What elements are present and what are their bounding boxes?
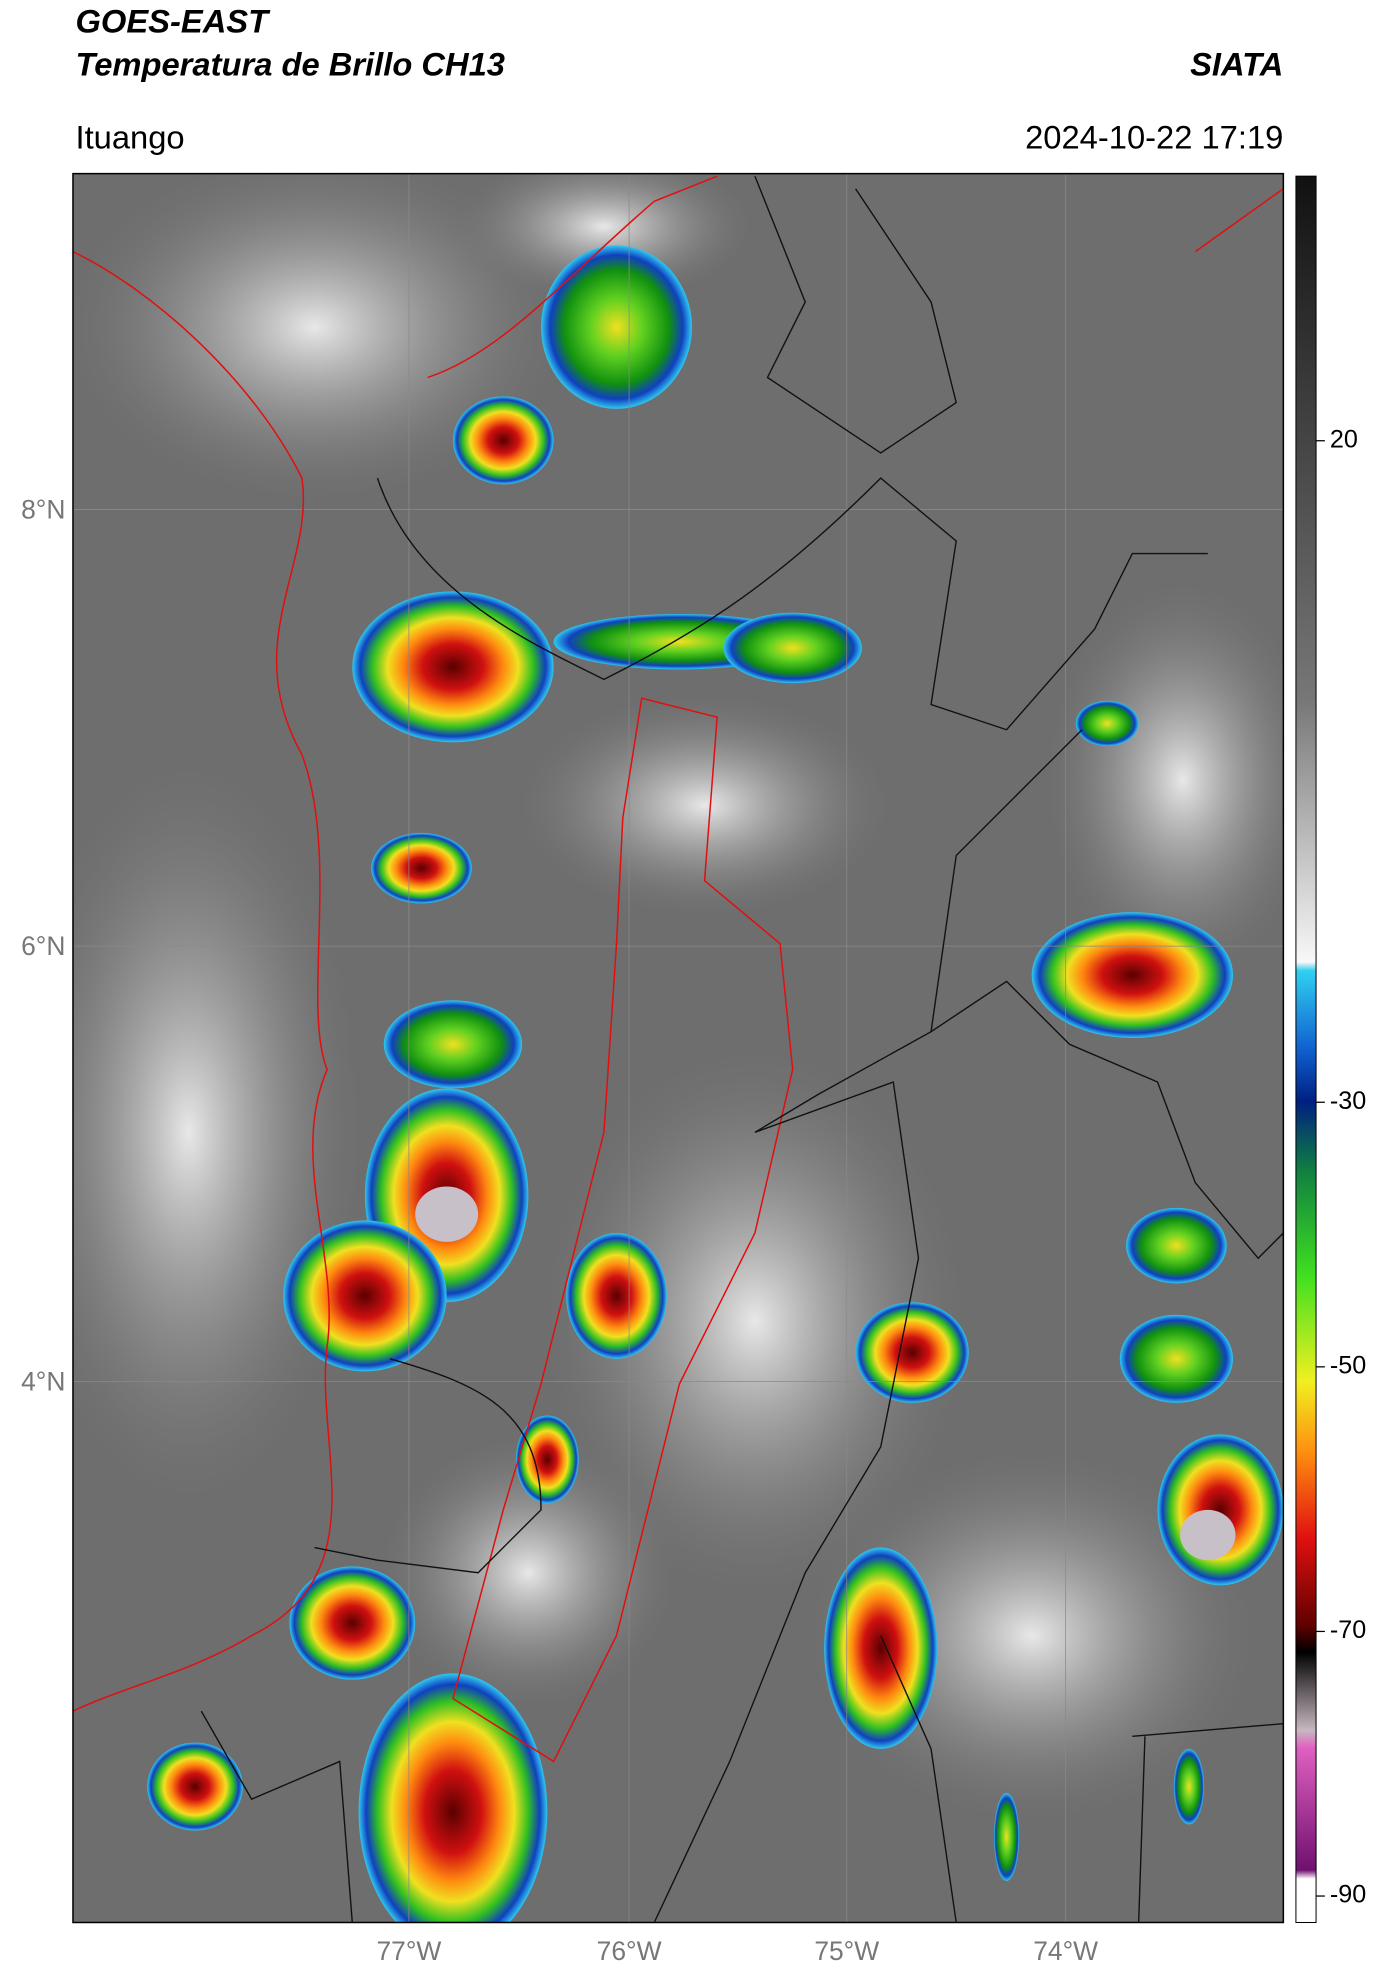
department-border	[376, 477, 1208, 731]
storm-cell	[147, 1742, 243, 1831]
cloud	[515, 691, 894, 919]
storm-cell	[1157, 1434, 1284, 1586]
overshooting-top	[1180, 1509, 1236, 1561]
cloud	[72, 173, 567, 504]
storm-cell	[515, 1415, 579, 1504]
x-tick-label: 74°W	[1033, 1936, 1098, 1966]
cloud	[805, 1446, 1259, 1825]
storm-cell	[993, 1792, 1020, 1881]
storm-cell	[289, 1566, 416, 1680]
map-frame	[72, 172, 1285, 1924]
map-image	[72, 173, 1284, 1923]
storm-cell	[1075, 700, 1139, 747]
country-border	[1194, 188, 1284, 253]
colorbar-tick-label: 20	[1330, 425, 1358, 453]
cloud	[377, 1434, 680, 1712]
storm-cell	[383, 1000, 523, 1089]
coastline	[72, 250, 333, 1712]
department-border	[653, 729, 1083, 1923]
storm-cell	[723, 612, 862, 684]
storm-cell	[371, 832, 472, 904]
department-border	[930, 980, 1284, 1260]
cloud	[541, 1044, 969, 1598]
department-border	[452, 697, 794, 1763]
overshooting-top	[415, 1186, 479, 1242]
x-tick-label: 77°W	[376, 1936, 441, 1966]
cloud	[1044, 578, 1284, 982]
x-tick-label: 76°W	[597, 1936, 662, 1966]
storm-cell	[1126, 1207, 1227, 1284]
storm-cell	[452, 396, 554, 485]
department-border	[754, 175, 958, 454]
department-border	[880, 1635, 1284, 1923]
country-border	[427, 175, 718, 379]
storm-cell	[824, 1547, 938, 1749]
x-tick-label: 75°W	[814, 1936, 879, 1966]
storm-cell	[1173, 1748, 1205, 1825]
datetime: 2024-10-22 17:19	[1025, 118, 1283, 155]
subtitle: Temperatura de Brillo CH13	[75, 45, 505, 82]
storm-cell	[855, 1302, 969, 1403]
storm-cell	[566, 1233, 667, 1359]
storm-cell	[1031, 912, 1234, 1038]
y-tick-label: 4°N	[21, 1366, 65, 1396]
colorbar	[1295, 175, 1317, 1923]
title: GOES-EAST	[75, 3, 271, 40]
colorbar-tick-label: -30	[1330, 1087, 1366, 1115]
storm-cell	[1119, 1314, 1234, 1403]
cloud	[452, 173, 755, 302]
storm-cell	[352, 591, 554, 743]
y-tick-label: 6°N	[21, 931, 65, 961]
cloud	[72, 755, 365, 1510]
storm-cell	[283, 1220, 447, 1372]
colorbar-tick-label: -70	[1330, 1616, 1366, 1644]
colorbar-tick-label: -90	[1330, 1881, 1366, 1909]
department-border	[200, 1710, 353, 1923]
storm-cell	[358, 1673, 548, 1923]
storm-cell	[541, 245, 692, 409]
y-tick-label: 8°N	[21, 494, 65, 524]
department-border	[314, 1358, 542, 1574]
colorbar-tick-label: -50	[1330, 1351, 1366, 1379]
brand: SIATA	[1190, 45, 1283, 82]
location: Ituango	[75, 118, 184, 155]
